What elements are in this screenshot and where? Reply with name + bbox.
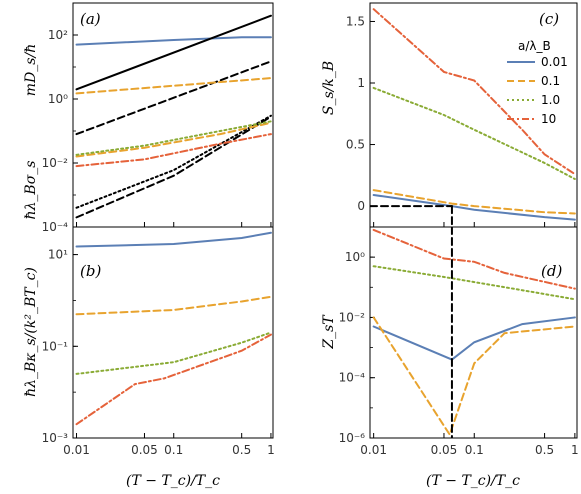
panel-d-yticks: 10⁻⁶ 10⁻⁴ 10⁻² 10⁰: [339, 226, 375, 445]
panel-c-series-3: [372, 8, 576, 176]
legend-label-0: 0.01: [541, 55, 568, 69]
panel-b-ytick-label-1: 10⁻¹: [42, 339, 69, 353]
panel-a-ytick-label-2: 10⁰: [48, 92, 68, 106]
panel-d-ytick-label-1: 10⁻⁴: [339, 371, 366, 385]
panel-b-xtick-label-0: 0.01: [63, 443, 90, 457]
panel-a-xticks: [76, 222, 272, 227]
panel-c-ytick-label-0: 0: [357, 199, 365, 213]
panel-d-frame: [369, 226, 578, 439]
panel-a-plot: [75, 14, 272, 219]
legend-label-2: 1.0: [541, 93, 560, 107]
panel-a-series-5: [75, 77, 272, 95]
panel-c-ytick-label-1: 0.5: [346, 138, 365, 152]
panel-d-plot: [372, 227, 576, 438]
panel-b-xtick-label-3: 0.5: [232, 443, 251, 457]
panel-a-series-7: [75, 120, 272, 156]
panel-b-series-2: [75, 331, 272, 375]
panel-a-series-6: [75, 121, 272, 158]
legend: a/λ_B 0.01 0.1 1.0 10: [507, 39, 568, 126]
panel-b-ytick-label-2: 10¹: [48, 248, 68, 262]
panel-d: 0.01 0.05 0.1 0.5 1 10⁻⁶ 10⁻⁴ 10⁻² 10⁰ (d) Z_sT…: [321, 226, 579, 489]
panel-b: 0.01 0.05 0.1 0.5 1 10⁻³ 10⁻¹ 10¹ (b) ħλ_Bκ_s/…: [23, 226, 275, 489]
panel-a-ylabel-upper: mD_s/ħ: [23, 44, 39, 96]
panel-a-label: (a): [80, 10, 101, 28]
panel-a-series-4: [75, 114, 272, 209]
panel-b-ytick-label-0: 10⁻³: [42, 431, 69, 445]
panel-c-ylabel: S_s/k_B: [321, 61, 337, 115]
panel-d-series-3: [372, 228, 576, 290]
panel-b-label: (b): [80, 262, 101, 280]
panel-c-plot: [370, 8, 576, 227]
panel-d-series-0: [372, 316, 576, 361]
panel-a-ylabel-lower: ħλ_Bσ_s: [23, 161, 39, 220]
panel-b-frame: [72, 226, 274, 439]
panel-d-xtick-label-1: 0.05: [431, 443, 458, 457]
panel-d-xticks: 0.01 0.05 0.1 0.5 1: [360, 433, 579, 457]
panel-b-xticks: 0.01 0.05 0.1 0.5 1: [63, 433, 275, 457]
panel-d-ylabel: Z_sT: [321, 314, 337, 350]
panel-b-xtick-label-4: 1: [267, 443, 275, 457]
panel-d-series-1: [372, 316, 576, 437]
panel-d-xtick-label-3: 0.5: [535, 443, 554, 457]
panel-a-series-0: [75, 36, 272, 46]
panel-a-ytick-label-1: 10⁻²: [42, 156, 69, 170]
panel-b-plot: [75, 231, 272, 426]
panel-d-ytick-label-2: 10⁻²: [339, 310, 366, 324]
panel-a-series-8: [75, 133, 272, 168]
panel-c-yticks: 0 0.5 1 1.5: [346, 14, 375, 213]
panel-d-xlabel: (T − T_c)/T_c: [426, 473, 520, 489]
panel-b-yticks: 10⁻³ 10⁻¹ 10¹: [42, 248, 78, 445]
panel-b-series-0: [75, 231, 272, 248]
panel-b-series-3: [75, 333, 272, 426]
panel-a-yticks: 10⁻⁴ 10⁻² 10⁰ 10²: [42, 2, 78, 234]
panel-c-xticks: [373, 222, 576, 227]
panel-c-series-2: [372, 86, 576, 180]
panel-b-xtick-label-1: 0.05: [131, 443, 158, 457]
legend-title: a/λ_B: [518, 39, 551, 53]
panel-d-xtick-label-2: 0.1: [465, 443, 484, 457]
panel-c-series-1: [372, 189, 576, 215]
panel-d-label: (d): [541, 262, 562, 280]
panel-c-series-0: [372, 194, 576, 221]
panel-d-ytick-label-3: 10⁰: [345, 250, 365, 264]
panel-c: 0 0.5 1 1.5 (c) S_s/k_B a/λ_B 0.01 0.1 1.0 10: [321, 2, 578, 228]
panel-b-ylabel: ħλ_Bκ_s/(k²_BT_c): [23, 267, 39, 397]
panel-b-xtick-label-2: 0.1: [164, 443, 183, 457]
legend-entries: 0.01 0.1 1.0 10: [507, 55, 568, 126]
panel-c-ytick-label-2: 1: [357, 76, 365, 90]
panel-d-series-2: [372, 265, 576, 301]
panel-a-series-2: [75, 60, 272, 136]
panel-c-ytick-label-3: 1.5: [346, 14, 365, 28]
panel-a: 10⁻⁴ 10⁻² 10⁰ 10² (a) mD_s/ħ ħλ_Bσ_s: [23, 2, 274, 234]
legend-label-1: 0.1: [541, 74, 560, 88]
panel-a-ytick-label-0: 10⁻⁴: [42, 220, 69, 234]
panel-d-xtick-label-0: 0.01: [360, 443, 387, 457]
panel-d-xtick-label-4: 1: [571, 443, 579, 457]
panel-d-ytick-label-0: 10⁻⁶: [339, 431, 366, 445]
panel-b-xlabel: (T − T_c)/T_c: [126, 473, 220, 489]
legend-label-3: 10: [541, 112, 556, 126]
panel-a-ytick-label-3: 10²: [48, 28, 68, 42]
panel-a-series-3: [75, 115, 272, 219]
panel-a-series-1: [75, 14, 272, 91]
panel-b-series-1: [75, 295, 272, 316]
panel-c-label: (c): [539, 10, 559, 28]
